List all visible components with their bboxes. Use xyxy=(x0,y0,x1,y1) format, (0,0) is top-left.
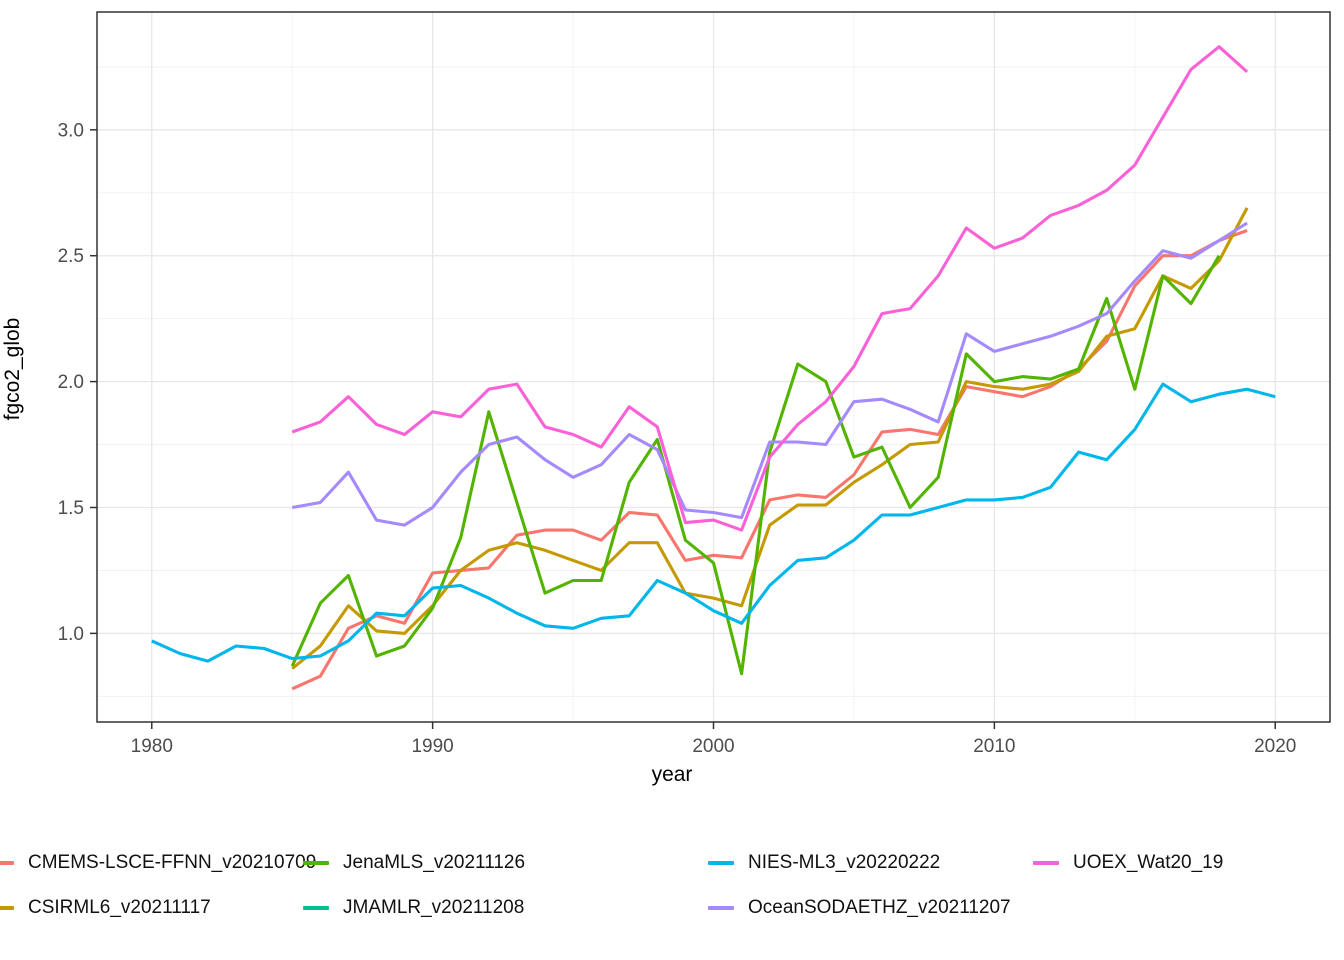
legend-label: CSIRML6_v20211117 xyxy=(28,897,211,918)
series-line-UOEX_Wat20_19 xyxy=(291,45,1249,532)
legend-label: CMEMS-LSCE-FFNN_v20210709 xyxy=(28,852,317,873)
legend-key-line-icon xyxy=(303,906,329,910)
x-axis-title: year xyxy=(651,763,693,786)
series-line-JenaMLS_v20211126 xyxy=(290,254,1221,676)
legend-key-line-icon xyxy=(708,861,734,865)
line-chart-canvas: 1980 1990 2000 2010 2020 1.0 1.5 2.0 2.5 3.0 xyxy=(58,11,1331,757)
legend-item-OceanSODAETHZ_v20211207: OceanSODAETHZ_v20211207 xyxy=(708,896,1011,920)
legend-label: JenaMLS_v20211126 xyxy=(343,852,526,873)
y-tick-label: 2.0 xyxy=(58,372,84,393)
x-tick-label: 1990 xyxy=(411,736,453,757)
legend-item-JMAMLR_v20211208: JMAMLR_v20211208 xyxy=(303,896,524,920)
legend-key-line-icon xyxy=(1033,861,1059,865)
x-tick-label: 2000 xyxy=(692,736,734,757)
legend-label: UOEX_Wat20_19 xyxy=(1073,852,1224,873)
y-axis-title: fgco2_glob xyxy=(1,317,24,421)
x-tick-label: 2010 xyxy=(973,736,1015,757)
x-tick-label: 2020 xyxy=(1254,736,1296,757)
legend-label: OceanSODAETHZ_v20211207 xyxy=(748,897,1011,918)
legend-key-line-icon xyxy=(0,861,14,865)
series-line-CSIRML6_v20211117 xyxy=(291,207,1249,670)
x-tick-label: 1980 xyxy=(131,736,173,757)
legend-item-JenaMLS_v20211126: JenaMLS_v20211126 xyxy=(303,851,525,875)
legend-label: JMAMLR_v20211208 xyxy=(343,897,525,918)
legend-key-line-icon xyxy=(0,906,14,910)
legend-item-CMEMS-LSCE-FFNN_v20210709: CMEMS-LSCE-FFNN_v20210709 xyxy=(0,851,316,875)
legend-key-line-icon xyxy=(708,906,734,910)
legend-label: NIES-ML3_v20220222 xyxy=(748,852,941,873)
y-tick-label: 2.5 xyxy=(58,246,84,267)
legend-item-CSIRML6_v20211117: CSIRML6_v20211117 xyxy=(0,896,211,920)
legend-key-line-icon xyxy=(303,861,329,865)
legend-item-NIES-ML3_v20220222: NIES-ML3_v20220222 xyxy=(708,851,940,875)
legend-item-UOEX_Wat20_19: UOEX_Wat20_19 xyxy=(1033,851,1223,875)
y-tick-label: 3.0 xyxy=(58,120,84,141)
series-line-NIES-ML3_v20220222 xyxy=(151,382,1276,663)
y-tick-label: 1.5 xyxy=(58,498,84,519)
series-line-OceanSODAETHZ_v20211207 xyxy=(291,221,1248,527)
y-tick-label: 1.0 xyxy=(58,624,84,645)
